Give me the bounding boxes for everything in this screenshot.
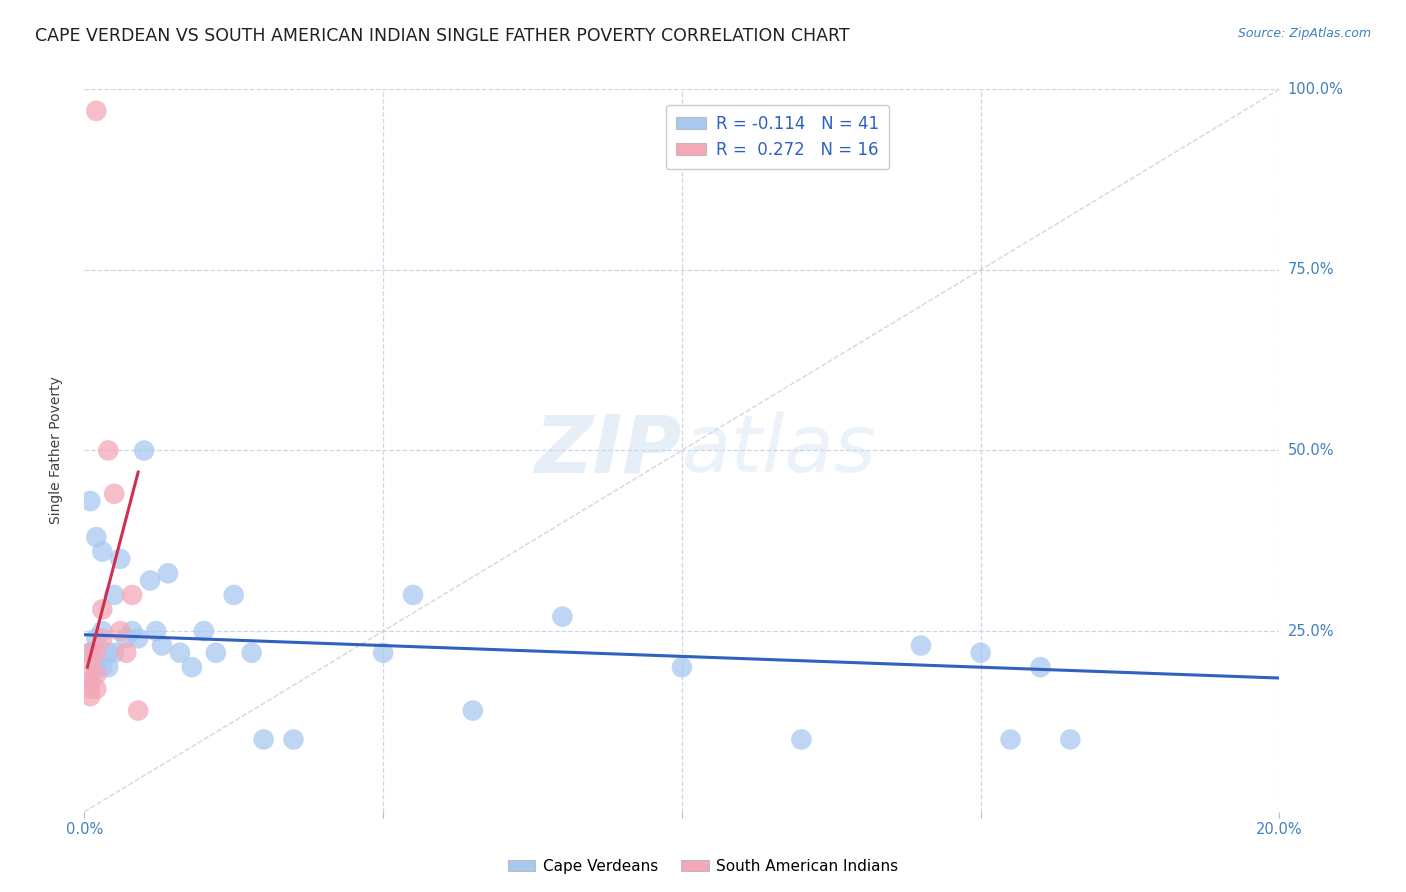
Point xyxy=(169,646,191,660)
Point xyxy=(86,681,108,696)
Point xyxy=(121,588,143,602)
Text: 100.0%: 100.0% xyxy=(1288,82,1344,96)
Text: CAPE VERDEAN VS SOUTH AMERICAN INDIAN SINGLE FATHER POVERTY CORRELATION CHART: CAPE VERDEAN VS SOUTH AMERICAN INDIAN SI… xyxy=(35,27,849,45)
Point xyxy=(193,624,215,639)
Point xyxy=(181,660,204,674)
Point xyxy=(103,487,125,501)
Point xyxy=(79,681,101,696)
Point xyxy=(373,646,395,660)
Point xyxy=(1000,732,1022,747)
Text: ZIP: ZIP xyxy=(534,411,682,490)
Point xyxy=(79,674,101,689)
Point xyxy=(150,639,173,653)
Point xyxy=(1059,732,1081,747)
Point xyxy=(145,624,167,639)
Point xyxy=(79,674,101,689)
Point xyxy=(461,704,484,718)
Point xyxy=(91,632,114,646)
Text: 25.0%: 25.0% xyxy=(1288,624,1334,639)
Point xyxy=(970,646,993,660)
Point xyxy=(1029,660,1052,674)
Point xyxy=(139,574,162,588)
Point xyxy=(79,660,101,674)
Point xyxy=(97,443,120,458)
Point xyxy=(86,660,108,674)
Point xyxy=(402,588,425,602)
Text: 75.0%: 75.0% xyxy=(1288,262,1334,277)
Text: 50.0%: 50.0% xyxy=(1288,443,1334,458)
Point xyxy=(79,646,101,660)
Point xyxy=(103,588,125,602)
Point xyxy=(79,646,101,660)
Text: Source: ZipAtlas.com: Source: ZipAtlas.com xyxy=(1237,27,1371,40)
Point xyxy=(283,732,305,747)
Point xyxy=(110,551,132,566)
Point xyxy=(86,530,108,544)
Point xyxy=(240,646,263,660)
Point xyxy=(110,624,132,639)
Point xyxy=(79,689,101,703)
Point xyxy=(91,602,114,616)
Point xyxy=(79,494,101,508)
Point xyxy=(253,732,276,747)
Point xyxy=(91,624,114,639)
Point xyxy=(222,588,245,602)
Point xyxy=(671,660,693,674)
Point xyxy=(551,609,574,624)
Point xyxy=(205,646,228,660)
Point xyxy=(103,646,125,660)
Point xyxy=(97,646,120,660)
Point xyxy=(127,704,149,718)
Text: atlas: atlas xyxy=(682,411,877,490)
Legend: R = -0.114   N = 41, R =  0.272   N = 16: R = -0.114 N = 41, R = 0.272 N = 16 xyxy=(666,104,889,169)
Point xyxy=(132,443,156,458)
Point xyxy=(91,660,114,674)
Y-axis label: Single Father Poverty: Single Father Poverty xyxy=(49,376,63,524)
Legend: Cape Verdeans, South American Indians: Cape Verdeans, South American Indians xyxy=(502,853,904,880)
Point xyxy=(115,632,138,646)
Point xyxy=(97,660,120,674)
Point xyxy=(86,667,108,681)
Point xyxy=(127,632,149,646)
Point xyxy=(910,639,932,653)
Point xyxy=(91,544,114,558)
Point xyxy=(86,646,108,660)
Point xyxy=(157,566,180,581)
Point xyxy=(121,624,143,639)
Point xyxy=(115,646,138,660)
Point xyxy=(86,103,108,118)
Point xyxy=(86,632,108,646)
Point xyxy=(790,732,813,747)
